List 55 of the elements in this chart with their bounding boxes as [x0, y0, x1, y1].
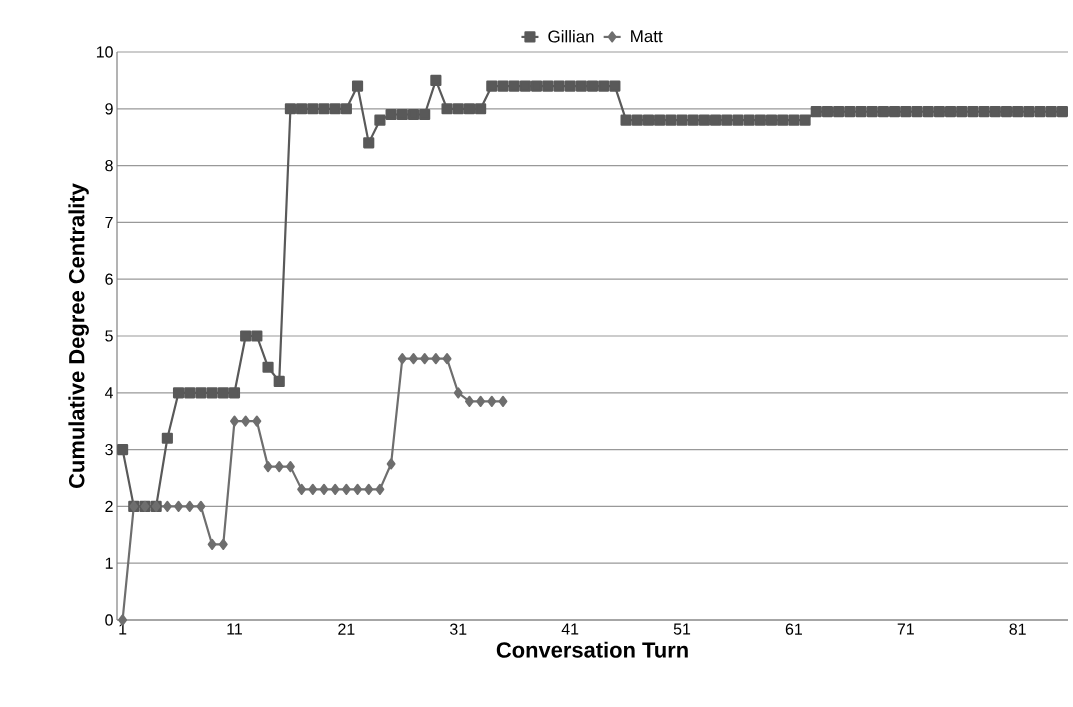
- x-axis-title: Conversation Turn: [496, 641, 688, 658]
- x-tick-label: 81: [1009, 623, 1026, 635]
- point: [341, 483, 351, 495]
- point: [453, 387, 463, 399]
- point: [386, 458, 396, 470]
- y-tick-label: 9: [105, 103, 113, 115]
- point: [498, 395, 508, 407]
- y-tick-label: 1: [105, 557, 113, 569]
- y-tick-label: 2: [105, 500, 113, 512]
- point: [196, 500, 206, 512]
- point: [397, 353, 407, 365]
- legend-label: Gillian: [548, 30, 594, 43]
- point: [476, 395, 486, 407]
- point: [185, 500, 195, 512]
- point: [174, 500, 183, 512]
- y-tick-label: 5: [105, 330, 113, 342]
- point: [274, 461, 284, 473]
- point: [442, 353, 452, 365]
- y-tick-label: 4: [104, 387, 114, 399]
- point: [218, 538, 228, 551]
- x-tick-label: 51: [673, 623, 691, 635]
- point: [464, 395, 474, 407]
- y-tick-label: 10: [96, 46, 113, 58]
- point: [162, 500, 172, 512]
- point: [207, 538, 217, 551]
- x-tick-label: 11: [227, 623, 242, 635]
- point: [364, 483, 374, 495]
- x-tick-label: 21: [338, 623, 355, 635]
- point: [353, 483, 363, 495]
- point: [285, 461, 295, 473]
- point: [230, 415, 239, 427]
- y-tick-label: 8: [105, 159, 113, 172]
- x-tick-label: 61: [785, 623, 802, 635]
- x-tick-label: 41: [561, 623, 579, 635]
- point: [241, 415, 251, 427]
- legend-label: Matt: [631, 30, 663, 43]
- x-tick-label: 71: [897, 623, 914, 635]
- point: [420, 353, 430, 365]
- point: [297, 483, 307, 495]
- point: [330, 483, 340, 495]
- x-tick-label: 31: [449, 623, 467, 635]
- point: [409, 353, 418, 365]
- point: [375, 483, 385, 495]
- y-axis-title: Cumulative Degree Centrality: [68, 183, 89, 488]
- point: [252, 415, 262, 427]
- point: [263, 461, 273, 473]
- point: [431, 353, 441, 365]
- x-tick-label: 1: [119, 623, 127, 635]
- point: [487, 395, 497, 407]
- y-tick-label: 6: [105, 273, 113, 285]
- y-tick-label: 7: [105, 216, 113, 228]
- y-tick-label: 0: [105, 614, 113, 626]
- point: [319, 483, 329, 495]
- y-tick-label: 3: [105, 443, 113, 456]
- point: [308, 483, 318, 495]
